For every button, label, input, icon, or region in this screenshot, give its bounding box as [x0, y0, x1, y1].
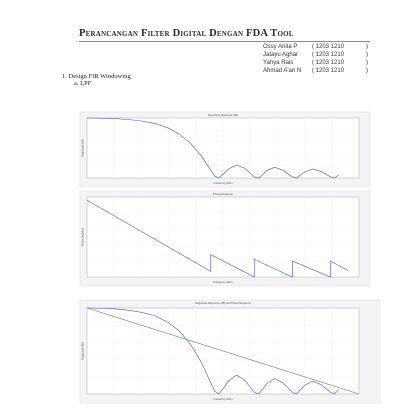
y-axis-label: Magnitude (dB) — [81, 342, 85, 360]
series-line — [86, 117, 339, 179]
author-name: Ossy Anita P — [263, 44, 298, 50]
x-axis-label: Frequency (kHz) — [213, 181, 232, 185]
author-id: ( 1203 1210 — [312, 44, 345, 50]
subsection-heading: a. LPF — [74, 80, 92, 87]
author-name: Ahmad A'an N — [263, 68, 302, 74]
author-id: ( 1203 1210 — [312, 68, 345, 74]
author-id-close: ) — [366, 52, 368, 58]
y-axis-label: Phase (radians) — [81, 228, 85, 246]
page-title: Perancangan Filter Digital Dengan FDA To… — [79, 28, 294, 39]
plot-title: Magnitude Response (dB) — [208, 113, 238, 117]
x-axis-label: Frequency (kHz) — [213, 397, 232, 401]
author-name: Jatayu Aghar — [263, 52, 299, 58]
plot-title: Magnitude Response (dB) and Phase Respon… — [195, 301, 251, 305]
author-id-close: ) — [366, 60, 368, 66]
title-divider — [79, 41, 370, 42]
plot-title: Phase Response — [213, 192, 233, 196]
section-heading: 1. Design FIR Windowing — [62, 73, 131, 80]
x-axis-label: Frequency (kHz) — [213, 280, 232, 284]
author-name: Yahya Rais — [263, 60, 294, 66]
author-id: ( 1203 1210 — [312, 52, 345, 58]
author-id-close: ) — [366, 44, 368, 50]
author-id-close: ) — [366, 68, 368, 74]
series-line — [86, 307, 360, 395]
series-line — [86, 307, 339, 395]
author-id: ( 1203 1210 — [312, 60, 345, 66]
y-axis-label: Magnitude (dB) — [81, 139, 85, 157]
series-line — [86, 199, 349, 278]
